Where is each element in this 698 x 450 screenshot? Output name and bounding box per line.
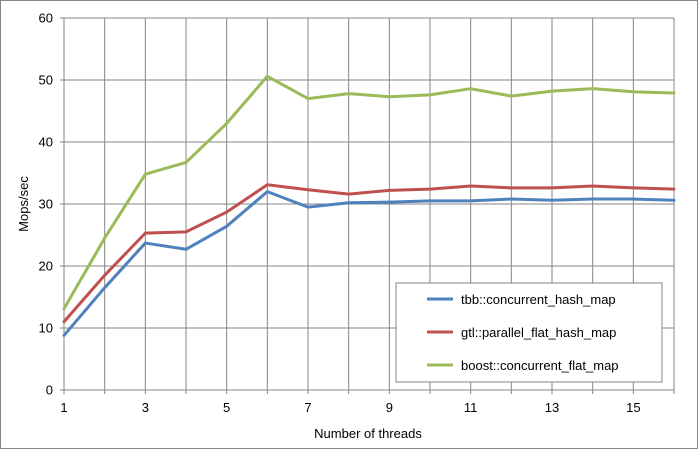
- x-tick-label: 15: [626, 400, 640, 415]
- y-tick-label: 50: [39, 73, 53, 88]
- y-axis-title: Mops/sec: [16, 176, 31, 232]
- axes: [60, 17, 675, 394]
- legend: tbb::concurrent_hash_mapgtl::parallel_fl…: [395, 282, 663, 383]
- legend-label: tbb::concurrent_hash_map: [461, 292, 616, 307]
- x-tick-label: 1: [60, 400, 67, 415]
- series-line-2: [62, 183, 676, 324]
- y-tick-label: 0: [46, 383, 53, 398]
- y-tick-label: 40: [39, 135, 53, 150]
- y-tick-label: 10: [39, 321, 53, 336]
- x-tick-label: 3: [142, 400, 149, 415]
- x-tick-label: 13: [545, 400, 559, 415]
- series-line-3: [62, 74, 676, 311]
- x-tick-label: 9: [386, 400, 393, 415]
- series-line-1: [62, 190, 676, 337]
- x-axis-title: Number of threads: [314, 426, 422, 441]
- y-tick-label: 20: [39, 259, 53, 274]
- legend-label: gtl::parallel_flat_hash_map: [461, 325, 616, 340]
- y-tick-label: 30: [39, 197, 53, 212]
- legend-label: boost::concurrent_flat_map: [461, 358, 619, 373]
- x-tick-label: 11: [464, 400, 478, 415]
- series-lines: [62, 74, 676, 337]
- x-tick-label: 7: [304, 400, 311, 415]
- y-tick-label: 60: [39, 11, 53, 26]
- x-tick-label: 5: [223, 400, 230, 415]
